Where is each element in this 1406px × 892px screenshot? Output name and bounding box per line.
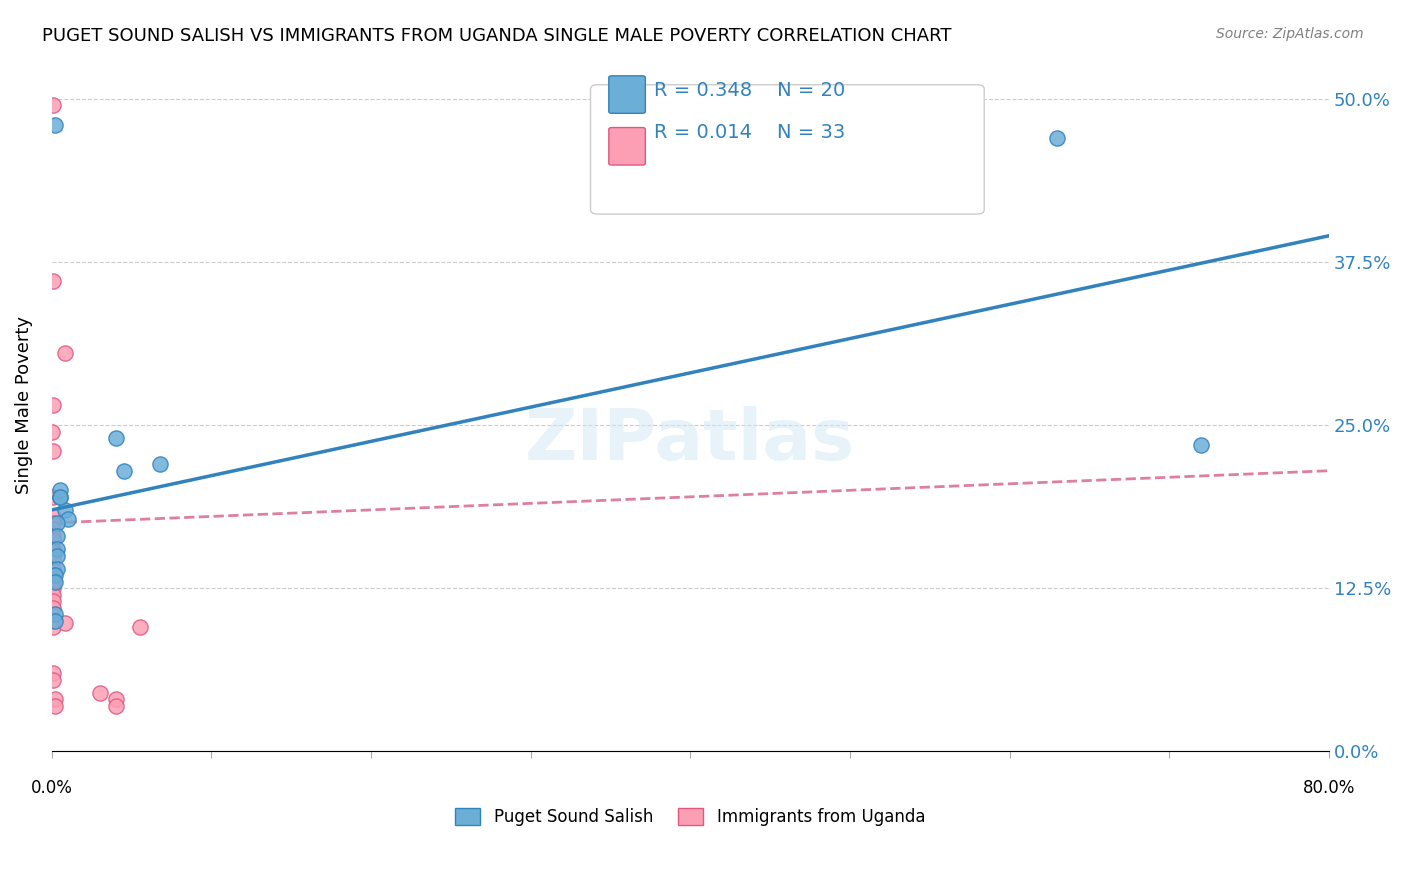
Point	[42, 614, 65, 628]
Point	[42, 588, 65, 602]
Y-axis label: Single Male Poverty: Single Male Poverty	[15, 317, 32, 494]
Point	[42, 490, 65, 504]
Point	[42, 600, 65, 615]
Point	[104, 431, 127, 445]
Point	[42, 399, 65, 413]
Point	[44, 692, 66, 706]
Point	[44, 607, 66, 622]
Point	[42, 594, 65, 608]
Text: 0.0%: 0.0%	[31, 779, 73, 797]
Point	[42, 523, 65, 537]
Point	[42, 561, 65, 575]
Point	[42, 666, 65, 681]
Point	[48, 483, 70, 498]
Text: R = 0.348    N = 20: R = 0.348 N = 20	[654, 81, 845, 101]
Point	[41, 425, 63, 439]
Point	[44, 698, 66, 713]
Text: 80.0%: 80.0%	[1302, 779, 1355, 797]
Point	[45, 542, 67, 557]
Point	[42, 516, 65, 530]
Point	[45, 516, 67, 530]
Point	[44, 614, 66, 628]
Point	[45, 549, 67, 563]
Point	[42, 620, 65, 634]
Point	[42, 529, 65, 543]
Point	[48, 490, 70, 504]
Point	[44, 568, 66, 582]
Point	[42, 542, 65, 557]
Point	[42, 574, 65, 589]
Point	[42, 544, 65, 558]
Point	[45, 529, 67, 543]
Point	[53, 503, 76, 517]
Point	[42, 673, 65, 687]
Point	[128, 620, 150, 634]
Point	[56, 512, 79, 526]
Point	[42, 509, 65, 524]
Point	[104, 698, 127, 713]
Point	[42, 568, 65, 582]
Point	[42, 551, 65, 566]
Point	[104, 692, 127, 706]
Legend: Puget Sound Salish, Immigrants from Uganda: Puget Sound Salish, Immigrants from Ugan…	[449, 801, 932, 833]
Point	[1189, 437, 1212, 451]
Point	[1046, 131, 1069, 145]
Text: ZIPatlas: ZIPatlas	[526, 406, 855, 475]
Point	[53, 346, 76, 360]
Point	[48, 490, 70, 504]
Point	[42, 581, 65, 595]
Text: PUGET SOUND SALISH VS IMMIGRANTS FROM UGANDA SINGLE MALE POVERTY CORRELATION CHA: PUGET SOUND SALISH VS IMMIGRANTS FROM UG…	[42, 27, 952, 45]
Point	[42, 533, 65, 547]
Point	[149, 457, 172, 471]
Point	[42, 98, 65, 112]
Point	[53, 616, 76, 631]
Point	[44, 118, 66, 132]
Point	[89, 685, 111, 699]
Point	[112, 464, 135, 478]
Text: R = 0.014    N = 33: R = 0.014 N = 33	[654, 122, 845, 142]
Point	[45, 561, 67, 575]
Point	[42, 275, 65, 289]
Point	[44, 574, 66, 589]
Point	[42, 444, 65, 458]
Text: Source: ZipAtlas.com: Source: ZipAtlas.com	[1216, 27, 1364, 41]
